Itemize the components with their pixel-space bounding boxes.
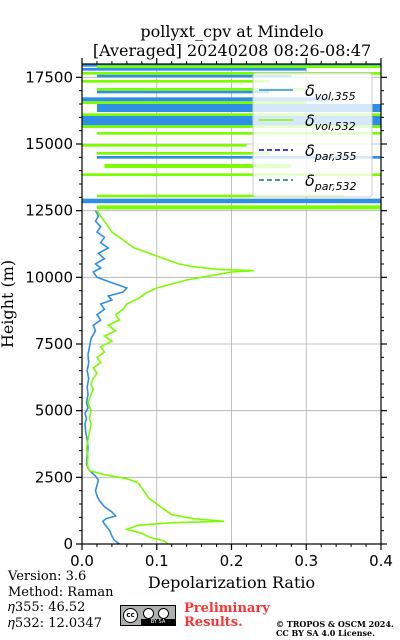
series-band-0 bbox=[82, 64, 381, 67]
version-text: Version: 3.6 bbox=[8, 569, 87, 584]
series-band-0 bbox=[96, 90, 269, 94]
chart-title-line2: [Averaged] 20240208 08:26-08:47 bbox=[92, 41, 372, 60]
series-band-1 bbox=[82, 113, 381, 116]
eta532-text: 𝜂532: 12.0347 bbox=[8, 615, 102, 631]
cc-badge-label: BY SA bbox=[141, 619, 175, 625]
x-tick-label: 0.4 bbox=[369, 552, 393, 570]
preliminary-line2: Results. bbox=[184, 615, 243, 630]
series-band-1 bbox=[96, 152, 269, 155]
series-band-1 bbox=[96, 65, 381, 68]
series-line-0 bbox=[84, 210, 129, 544]
series-band-1 bbox=[104, 164, 292, 168]
y-tick-label: 17500 bbox=[25, 68, 73, 86]
series-band-1 bbox=[82, 80, 269, 83]
series-band-0 bbox=[82, 116, 381, 126]
y-axis-label: Height (m) bbox=[0, 260, 17, 348]
copyright-line1: © TROPOS & OSCM 2024. bbox=[276, 619, 394, 629]
x-tick-label: 0.1 bbox=[145, 552, 169, 570]
y-tick-label: 12500 bbox=[25, 202, 73, 220]
series-band-1 bbox=[96, 132, 381, 135]
plot-content bbox=[82, 64, 381, 544]
series-band-1 bbox=[82, 125, 381, 128]
cc-license-icon: cc BY SA bbox=[120, 605, 176, 626]
legend-label-2: δpar,355 bbox=[305, 141, 357, 163]
y-tick-label: 10000 bbox=[25, 268, 73, 286]
method-text: Method: Raman bbox=[8, 584, 114, 600]
series-line-1 bbox=[85, 210, 254, 544]
chart-title-line1: pollyxt_cpv at Mindelo bbox=[140, 22, 324, 41]
eta355-text: 𝜂355: 46.52 bbox=[8, 600, 86, 615]
by-icon bbox=[143, 608, 154, 619]
legend-label-1: δvol,532 bbox=[305, 111, 356, 133]
series-band-1 bbox=[82, 173, 381, 176]
series-band-1 bbox=[96, 194, 344, 198]
y-tick-label: 5000 bbox=[35, 402, 73, 420]
series-band-1 bbox=[96, 88, 307, 91]
legend-label-0: δvol,355 bbox=[305, 81, 356, 103]
x-axis-label: Depolarization Ratio bbox=[148, 573, 315, 592]
series-band-1 bbox=[82, 72, 381, 75]
series-band-0 bbox=[82, 68, 307, 71]
copyright-line2: CC BY SA 4.0 License. bbox=[276, 628, 375, 638]
series-band-0 bbox=[82, 97, 329, 102]
x-tick-label: 0.0 bbox=[70, 552, 94, 570]
series-band-1 bbox=[96, 205, 381, 210]
y-tick-label: 0 bbox=[63, 535, 73, 553]
y-tick-label: 7500 bbox=[35, 335, 73, 353]
y-tick-label: 2500 bbox=[35, 468, 73, 486]
copyright-notice: © TROPOS & OSCM 2024. CC BY SA 4.0 Licen… bbox=[276, 620, 394, 638]
sa-icon bbox=[158, 608, 169, 619]
legend-box bbox=[252, 72, 373, 198]
series-band-1 bbox=[82, 101, 307, 104]
series-band-0 bbox=[96, 74, 292, 78]
x-tick-label: 0.2 bbox=[220, 552, 244, 570]
series-band-1 bbox=[82, 144, 247, 147]
y-tick-label: 15000 bbox=[25, 135, 73, 153]
preliminary-results-label: Preliminary Results. bbox=[184, 602, 270, 630]
legend-label-3: δpar,532 bbox=[305, 171, 357, 193]
cc-logo-icon: cc bbox=[123, 608, 138, 623]
footer-info: Version: 3.6 Method: Raman 𝜂355: 46.52 𝜂… bbox=[8, 569, 114, 631]
x-tick-label: 0.3 bbox=[294, 552, 318, 570]
preliminary-line1: Preliminary bbox=[184, 601, 270, 616]
series-band-0 bbox=[96, 156, 381, 159]
series-band-0 bbox=[82, 198, 381, 204]
series-band-0 bbox=[96, 104, 381, 112]
